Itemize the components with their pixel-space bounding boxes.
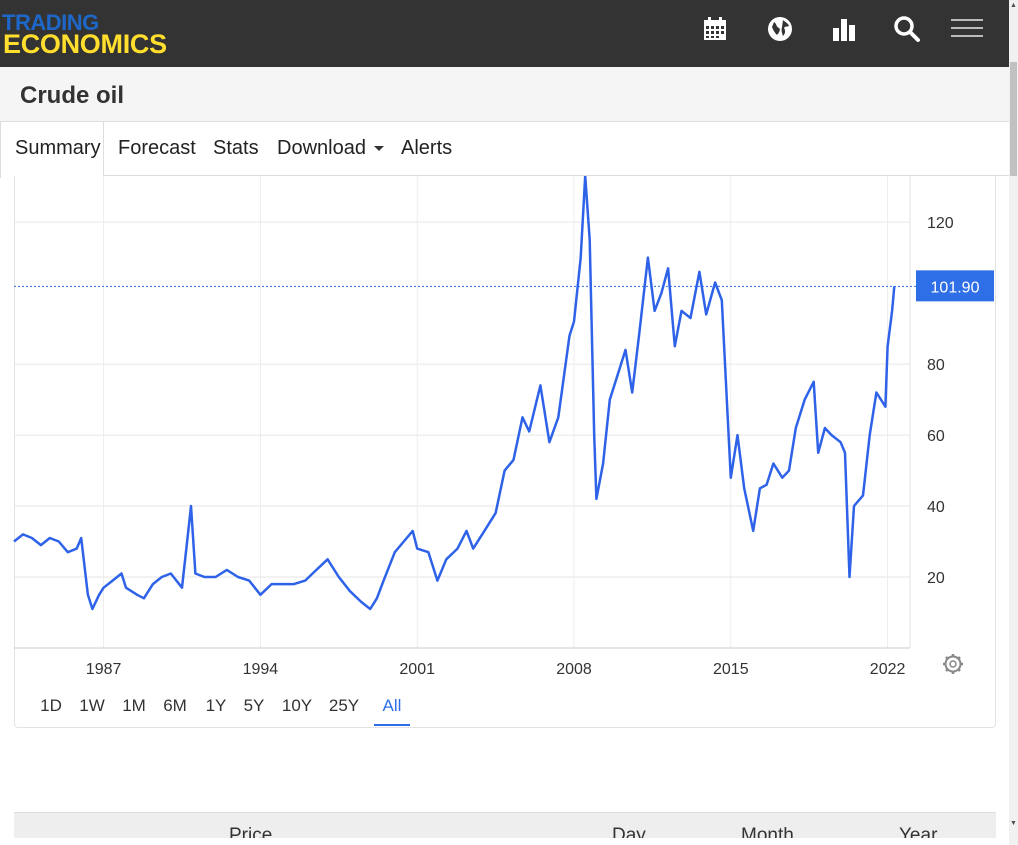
page-scrollbar[interactable]: ▲ ▼ (1009, 0, 1018, 845)
price-line (13, 176, 896, 611)
tab-download[interactable]: Download (277, 122, 384, 176)
chevron-down-icon (373, 146, 384, 152)
logo-text-economics: ECONOMICS (3, 29, 167, 59)
tab-stats-label: Stats (213, 137, 259, 159)
range-button-1w[interactable]: 1W (79, 696, 105, 715)
column-header-price[interactable]: Price (229, 825, 273, 838)
scroll-thumb[interactable] (1010, 62, 1017, 176)
range-button-5y[interactable]: 5Y (243, 696, 265, 715)
price-chart[interactable]: 20 40 60 80 120 1987 1994 2001 2008 2015 2022 101.… (0, 176, 1009, 688)
scroll-down-arrow[interactable]: ▼ (1010, 820, 1017, 827)
globe-icon[interactable] (765, 14, 795, 44)
settings-icon[interactable] (943, 654, 963, 674)
x-tick-label: 2022 (870, 661, 906, 678)
page-title: Crude oil (20, 82, 125, 109)
x-tick-label: 1994 (243, 661, 279, 678)
y-tick-label: 40 (927, 499, 945, 516)
range-selector: 1D 1W 1M 6M 1Y 5Y 10Y 25Y All (14, 688, 914, 728)
range-button-6m[interactable]: 6M (163, 696, 187, 715)
last-value-badge (916, 270, 994, 302)
range-button-25y[interactable]: 25Y (328, 696, 360, 715)
tab-forecast[interactable]: Forecast (118, 122, 196, 176)
search-icon[interactable] (892, 14, 922, 44)
range-button-10y[interactable]: 10Y (281, 696, 313, 715)
table-header: Price Day Month Year (14, 812, 996, 838)
site-header: TRADING ECONOMICS (0, 0, 1009, 67)
range-button-1y[interactable]: 1Y (205, 696, 227, 715)
chart-panel (14, 176, 996, 728)
column-header-year[interactable]: Year (899, 825, 938, 838)
page-bottom (0, 838, 1009, 845)
scroll-up-arrow[interactable]: ▲ (1010, 2, 1017, 9)
logo-text-trading: TRADING (2, 10, 99, 35)
title-bar: Crude oil (0, 67, 1009, 122)
range-button-1d[interactable]: 1D (40, 696, 62, 715)
last-value-label: 101.90 (931, 279, 980, 296)
range-button-1m[interactable]: 1M (122, 696, 146, 715)
x-tick-label: 2001 (399, 661, 435, 678)
y-tick-label: 80 (927, 357, 945, 374)
tab-bar: Summary Forecast Stats Download Alerts (0, 121, 1009, 178)
column-header-day[interactable]: Day (612, 825, 646, 838)
menu-icon[interactable] (950, 14, 984, 44)
logo[interactable]: TRADING ECONOMICS (2, 10, 202, 59)
bar-chart-icon[interactable] (829, 14, 859, 44)
tab-download-label: Download (277, 137, 366, 159)
column-header-month[interactable]: Month (741, 825, 794, 838)
x-tick-label: 2008 (556, 661, 592, 678)
tab-alerts[interactable]: Alerts (401, 122, 452, 176)
tab-summary[interactable]: Summary (0, 122, 104, 178)
tab-alerts-label: Alerts (401, 137, 453, 159)
tab-summary-label: Summary (15, 137, 101, 159)
y-tick-label: 20 (927, 570, 945, 587)
calendar-icon[interactable] (700, 14, 730, 44)
x-tick-label: 1987 (86, 661, 122, 678)
range-button-all[interactable]: All (374, 692, 410, 726)
tab-forecast-label: Forecast (118, 137, 196, 159)
y-tick-label: 120 (927, 215, 954, 232)
x-tick-label: 2015 (713, 661, 749, 678)
y-tick-label: 60 (927, 428, 945, 445)
tab-stats[interactable]: Stats (213, 122, 259, 176)
